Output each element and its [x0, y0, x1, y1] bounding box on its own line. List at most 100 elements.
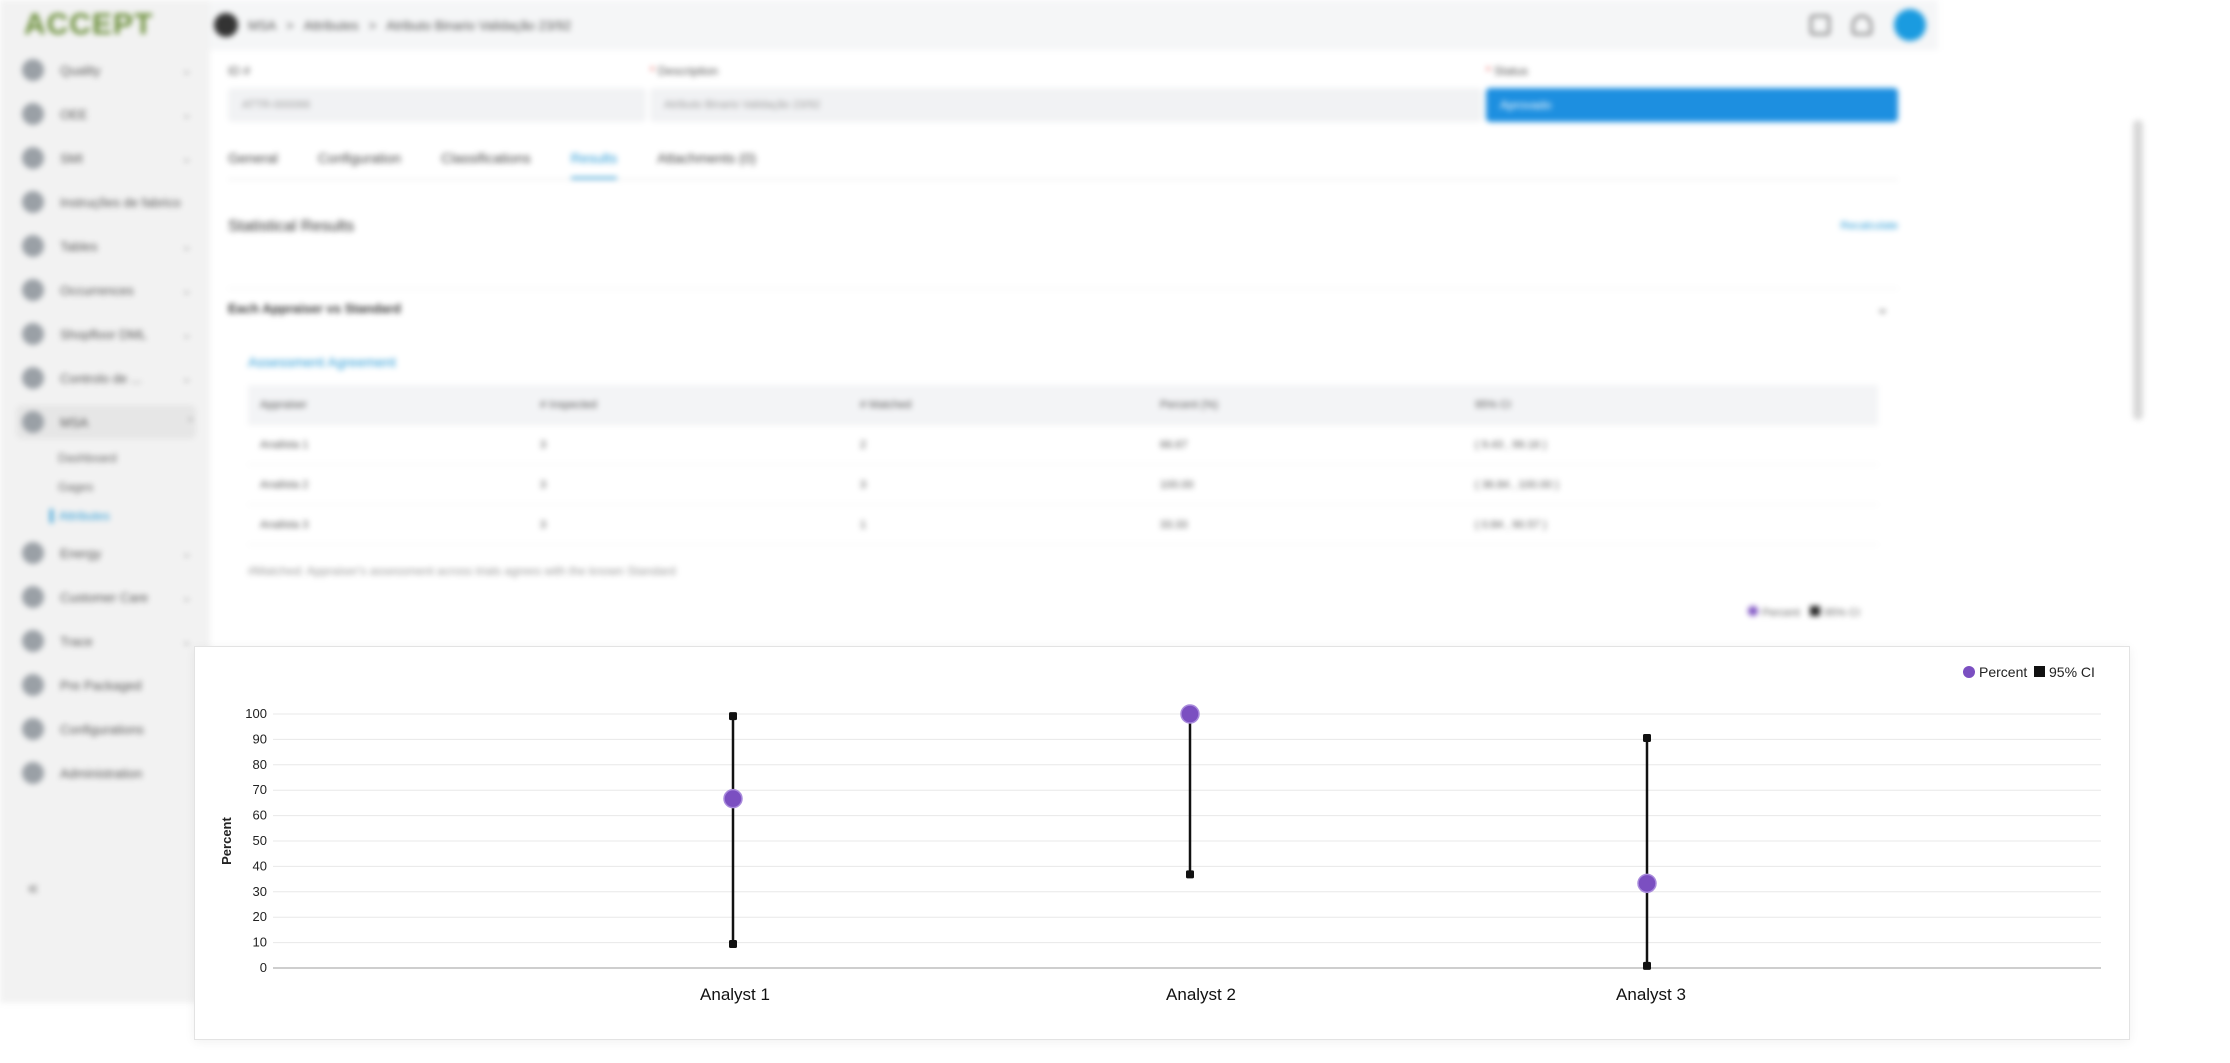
chevron-down-icon: ⌄ [182, 372, 192, 385]
sidebar-item-label: Tables [60, 238, 98, 254]
y-axis-label: Percent [219, 816, 234, 864]
column-header[interactable]: 95% CI [1475, 398, 1512, 411]
sidebar-item-quality[interactable]: Quality ⌄ [22, 53, 192, 87]
legend-percent: Percent [1748, 606, 1800, 619]
results-table: Appraiser # Inspected # Matched Percent (%)… [248, 385, 1878, 545]
sidebar-item-label: Trace [60, 633, 93, 649]
breadcrumb-separator: > [368, 17, 377, 33]
column-header[interactable]: # Matched [860, 398, 912, 411]
tab-results[interactable]: Results [570, 150, 618, 179]
breadcrumb-item-attributes[interactable]: Attributes [303, 17, 359, 33]
table-cell: 2 [860, 438, 867, 451]
app-logo: ACCEPT [24, 8, 154, 41]
table-cell: Analista 1 [260, 438, 309, 451]
tab-attachments[interactable]: Attachments (0) [657, 150, 757, 166]
shopfloor-icon [22, 323, 44, 345]
chart-panel: 0 10 20 30 40 50 60 70 80 90 100 Percent Analyst 1 An… [194, 646, 2130, 1040]
sidebar-subitem-attributes[interactable]: Attributes [50, 509, 110, 523]
column-header[interactable]: Appraiser [260, 398, 308, 411]
chevron-down-icon: ⌄ [182, 328, 192, 341]
table-cell: 1 [860, 518, 867, 531]
ci-lower-marker [729, 940, 737, 949]
y-tick-label: 10 [253, 935, 267, 950]
sidebar-item-label: Administration [60, 765, 143, 781]
y-tick-label: 100 [245, 706, 267, 721]
sidebar-item-oee[interactable]: OEE ⌄ [22, 97, 192, 131]
sidebar-item-tables[interactable]: Tables ⌄ [22, 229, 192, 263]
y-tick-label: 0 [260, 960, 267, 975]
trace-icon [22, 630, 44, 652]
collapse-sidebar-icon[interactable]: « [28, 878, 39, 898]
percent-point [1637, 873, 1657, 894]
column-header[interactable]: Percent (%) [1160, 398, 1219, 411]
chevron-down-icon: ⌄ [1877, 300, 1888, 316]
sidebar-item-label: Shopfloor DML [60, 326, 147, 342]
legend-ci-label: 95% CI [2049, 664, 2095, 680]
sidebar-item-configurations[interactable]: Configurations [22, 712, 192, 746]
avatar[interactable] [1894, 9, 1926, 41]
tab-classifications[interactable]: Classifications [441, 150, 531, 166]
sidebar-subitem-dashboard[interactable]: Dashboard [58, 451, 117, 465]
notifications-icon[interactable] [1852, 15, 1872, 35]
x-category-label: Analyst 1 [700, 985, 770, 1004]
sidebar-item-msa[interactable]: MSA ⌃ [16, 405, 196, 439]
accordion-title: Each Appraiser vs Standard [228, 301, 401, 316]
recalculate-button[interactable]: Recalculate [1840, 220, 1898, 232]
x-category-label: Analyst 3 [1616, 985, 1686, 1004]
table-row: Analista 2 3 3 100.00 ( 36.84 , 100.00 ) [248, 465, 1878, 505]
ci-lower-marker [1643, 961, 1651, 970]
sidebar-item-shopfloor[interactable]: Shopfloor DML ⌄ [22, 317, 192, 351]
table-header-row: Appraiser # Inspected # Matched Percent (%)… [248, 385, 1878, 425]
column-header[interactable]: # Inspected [540, 398, 597, 411]
y-tick-label: 30 [253, 884, 267, 899]
y-tick-label: 90 [253, 731, 267, 746]
chevron-down-icon: ⌄ [182, 108, 192, 121]
table-row: Analista 1 3 2 66.67 ( 9.43 , 99.16 ) [248, 425, 1878, 465]
y-tick-label: 50 [253, 833, 267, 848]
breadcrumb-item-msa[interactable]: MSA [248, 17, 277, 33]
chevron-down-icon: ⌄ [182, 635, 192, 648]
sidebar-item-label: Customer Care [60, 589, 149, 605]
y-tick-label: 20 [253, 909, 267, 924]
calendar-icon[interactable] [1810, 15, 1830, 35]
msa-icon [214, 13, 238, 37]
percent-point [1180, 704, 1200, 724]
sidebar-item-administration[interactable]: Administration [22, 756, 192, 790]
table-cell: Analista 3 [260, 518, 309, 531]
legend-percent-label: Percent [1979, 664, 2027, 680]
tab-bar: General Configuration Classifications Resul… [228, 150, 1898, 180]
top-bar: MSA > Attributes > Atributo Binario Vali… [210, 0, 1938, 50]
sidebar-item-occurrences[interactable]: Occurrences ⌄ [22, 273, 192, 307]
sidebar-item-trace[interactable]: Trace ⌄ [22, 624, 192, 658]
chevron-down-icon: ⌄ [182, 240, 192, 253]
y-tick-label: 60 [253, 808, 267, 823]
sidebar-item-pre-packaged[interactable]: Pre Packaged [22, 668, 192, 702]
y-tick-label: 40 [253, 858, 267, 873]
sidebar-item-label: Quality [60, 62, 101, 78]
chevron-up-icon: ⌃ [186, 416, 196, 429]
ci-upper-marker [1643, 733, 1651, 742]
scrollbar[interactable] [2133, 120, 2143, 420]
sidebar-item-instructions[interactable]: Instruções de fabrico [22, 185, 192, 219]
sidebar-item-customer-care[interactable]: Customer Care ⌄ [22, 580, 192, 614]
tab-configuration[interactable]: Configuration [317, 150, 402, 166]
table-cell: 3 [540, 518, 547, 531]
oee-icon [22, 103, 44, 125]
table-cell: ( 9.43 , 99.16 ) [1475, 438, 1547, 451]
sidebar-item-energy[interactable]: Energy ⌄ [22, 536, 192, 570]
sidebar-item-control[interactable]: Controlo de ... ⌄ [22, 361, 192, 395]
status-select[interactable]: Aprovado [1486, 88, 1898, 122]
control-icon [22, 367, 44, 389]
accordion-header[interactable]: Each Appraiser vs Standard ⌄ [228, 288, 1898, 328]
ci-upper-marker [729, 712, 737, 721]
percent-point [723, 788, 743, 809]
description-field[interactable]: Atributo Binario Validação 23/92 [650, 88, 1482, 122]
sidebar-item-smi[interactable]: SMI ⌄ [22, 141, 192, 175]
table-cell: Analista 2 [260, 478, 309, 491]
background-legend: Percent 95% CI [1748, 606, 1860, 619]
tab-general[interactable]: General [228, 150, 278, 166]
x-category-label: Analyst 2 [1166, 985, 1236, 1004]
ci-chart: 0 10 20 30 40 50 60 70 80 90 100 Percent Analyst 1 An… [219, 664, 2101, 1004]
table-cell: 3 [860, 478, 867, 491]
sidebar-subitem-gages[interactable]: Gages [58, 480, 94, 494]
